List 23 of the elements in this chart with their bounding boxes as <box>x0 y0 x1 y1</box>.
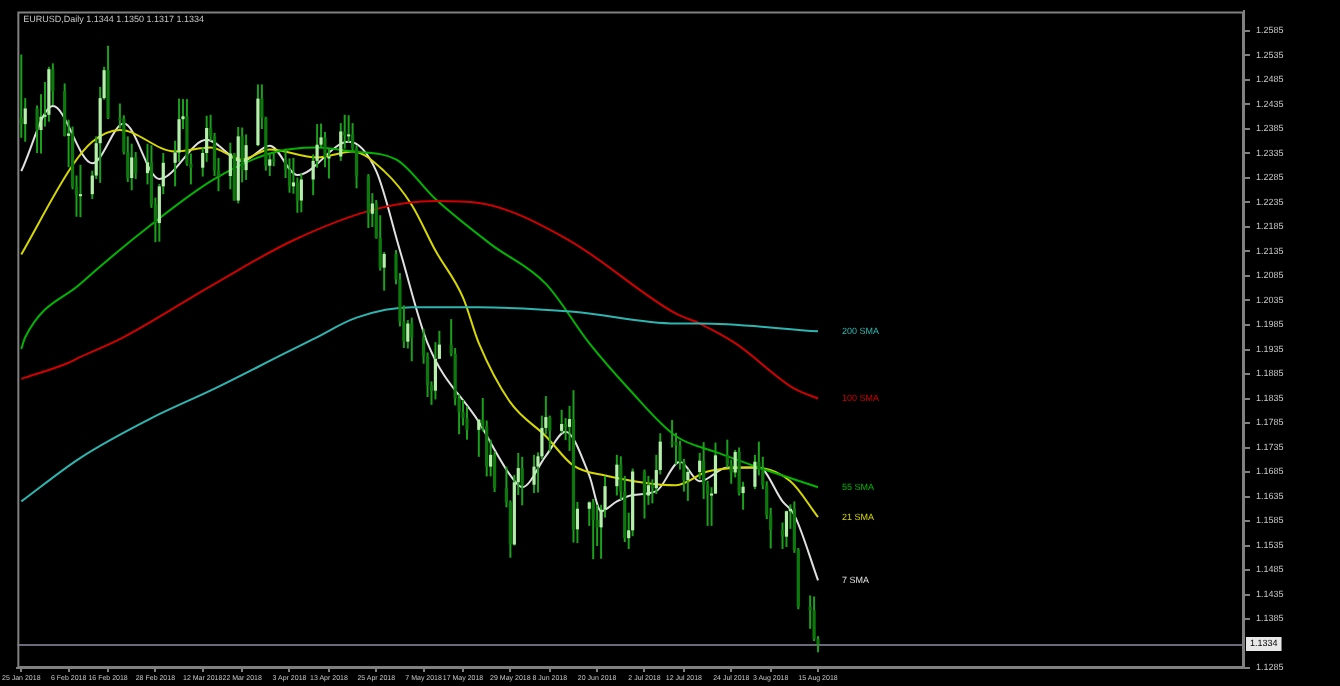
candlestick <box>339 122 343 162</box>
candlestick <box>532 453 536 495</box>
candlestick <box>780 521 785 550</box>
line-series <box>20 200 820 400</box>
candlestick <box>615 453 619 497</box>
candlestick <box>784 509 789 548</box>
candlestick <box>520 455 524 507</box>
candlestick <box>78 163 83 219</box>
candlestick <box>19 53 23 139</box>
candlestick <box>47 65 51 123</box>
candlestick <box>560 408 564 435</box>
candlestick <box>244 133 248 181</box>
candlestick <box>130 142 134 192</box>
candlestick <box>465 405 469 441</box>
candlestick <box>299 172 303 214</box>
candlestick <box>347 114 351 144</box>
candlestick <box>642 468 647 520</box>
line-series <box>20 306 820 503</box>
candlestick <box>228 141 232 191</box>
candlestick <box>256 83 260 148</box>
candlestick <box>591 497 595 561</box>
candlestick <box>366 173 370 229</box>
candlestick <box>287 157 292 194</box>
